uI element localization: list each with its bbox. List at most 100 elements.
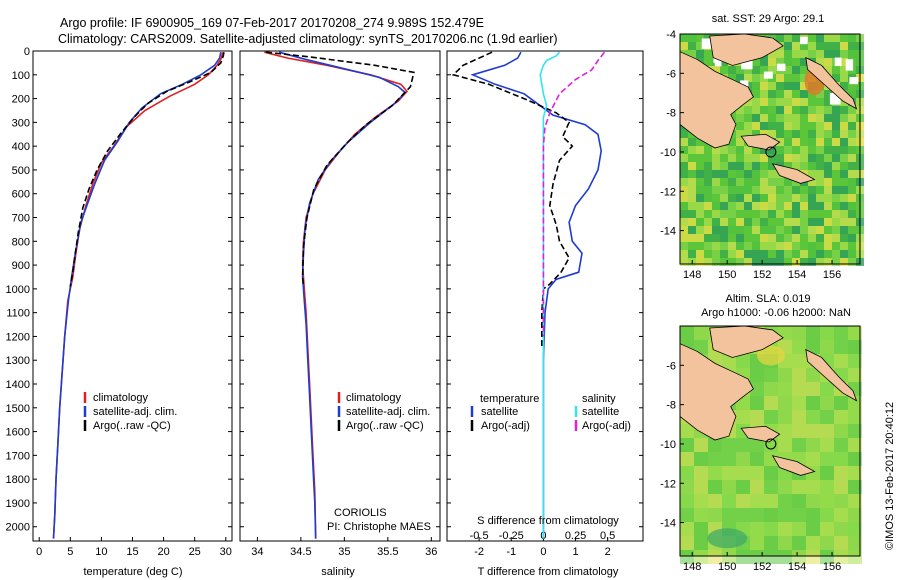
map-cell (784, 122, 792, 130)
map-cell (720, 146, 728, 154)
map-cell (778, 396, 792, 410)
map-cell (720, 258, 728, 266)
map-cell (840, 170, 848, 178)
map-cell (820, 536, 834, 550)
map-cell (816, 58, 824, 66)
map-cell (712, 242, 720, 250)
map-cell (834, 550, 848, 564)
map-cell (820, 382, 834, 396)
map-cell (704, 186, 712, 194)
map-cell (784, 258, 792, 266)
map-cell (744, 194, 752, 202)
map-cell (816, 170, 824, 178)
temperature-x-label: temperature (deg C) (83, 566, 182, 578)
map-cell (736, 258, 744, 266)
y-tick-label: 500 (12, 165, 30, 177)
x-tick-label: 1 (572, 546, 578, 558)
map-cell (800, 42, 808, 50)
map-cell (832, 42, 840, 50)
map-cell (776, 154, 784, 162)
map-cell (736, 162, 744, 170)
map-cell (806, 438, 820, 452)
map-cell (816, 194, 824, 202)
map-cell (848, 480, 862, 494)
map-cell (736, 146, 744, 154)
map-cell (728, 138, 736, 146)
map-cell (784, 226, 792, 234)
map-cell (712, 146, 720, 154)
map-cell (776, 106, 784, 114)
map-cell (834, 508, 848, 522)
legend-t-satellite: satellite (481, 406, 518, 418)
map-cell (816, 50, 824, 58)
map-cell (680, 130, 688, 138)
map-cell (848, 50, 856, 58)
map-y-tick-label: -14 (660, 226, 676, 238)
map-cell (760, 58, 768, 66)
land-louisiade (771, 455, 816, 476)
map-gap (701, 38, 714, 49)
map-cell (712, 258, 720, 266)
map-cell (792, 354, 806, 368)
map-cell (792, 494, 806, 508)
map-cell (750, 466, 764, 480)
map-cell (848, 178, 856, 186)
map-cell (776, 194, 784, 202)
map-cell (704, 194, 712, 202)
map-cell (808, 122, 816, 130)
map-cell (680, 154, 688, 162)
map-cell (694, 550, 708, 564)
map-cell (694, 466, 708, 480)
map-x-tick-label: 152 (753, 269, 771, 281)
map-cell (848, 250, 856, 258)
map-cell (806, 508, 820, 522)
map-cell (744, 98, 752, 106)
map-cell (808, 34, 816, 42)
map-cell (848, 82, 856, 90)
map-cell (800, 210, 808, 218)
map-cell (680, 424, 694, 438)
map-cell (688, 210, 696, 218)
map-cell (744, 186, 752, 194)
map-x-tick-label: 154 (788, 561, 806, 573)
series-line (470, 51, 603, 539)
map-cell (728, 242, 736, 250)
argo-position-marker (765, 146, 777, 158)
map-x-tick-label: 148 (683, 269, 701, 281)
map-cell (764, 536, 778, 550)
map-cell (800, 162, 808, 170)
map-cell (848, 396, 862, 410)
map-cell (778, 368, 792, 382)
map-cell (848, 522, 862, 536)
sla-map-subtitle: Argo h1000: -0.06 h2000: NaN (701, 307, 851, 319)
map-cell (680, 170, 688, 178)
map-cell (792, 66, 800, 74)
map-cell (800, 138, 808, 146)
map-cell (750, 508, 764, 522)
map-cell (834, 396, 848, 410)
map-cell (806, 424, 820, 438)
map-cell (722, 550, 736, 564)
legend-t-argo: Argo(-adj) (481, 420, 530, 432)
map-cell (848, 186, 856, 194)
sla-map-panel: Altim. SLA: 0.019 Argo h1000: -0.06 h200… (660, 293, 862, 573)
map-cell (834, 522, 848, 536)
map-cell (760, 106, 768, 114)
map-cell (744, 210, 752, 218)
map-cell (834, 494, 848, 508)
map-cell (824, 234, 832, 242)
map-cell (728, 154, 736, 162)
map-cell (808, 234, 816, 242)
map-cell (720, 250, 728, 258)
map-cell (792, 58, 800, 66)
map-cell (680, 42, 688, 50)
map-cell (760, 154, 768, 162)
map-cell (704, 34, 712, 42)
map-cell (760, 234, 768, 242)
map-cell (736, 178, 744, 186)
map-cell (832, 138, 840, 146)
map-y-tick-label: -4 (666, 29, 676, 41)
map-cell (820, 340, 834, 354)
map-cell (848, 34, 856, 42)
map-cell (784, 202, 792, 210)
